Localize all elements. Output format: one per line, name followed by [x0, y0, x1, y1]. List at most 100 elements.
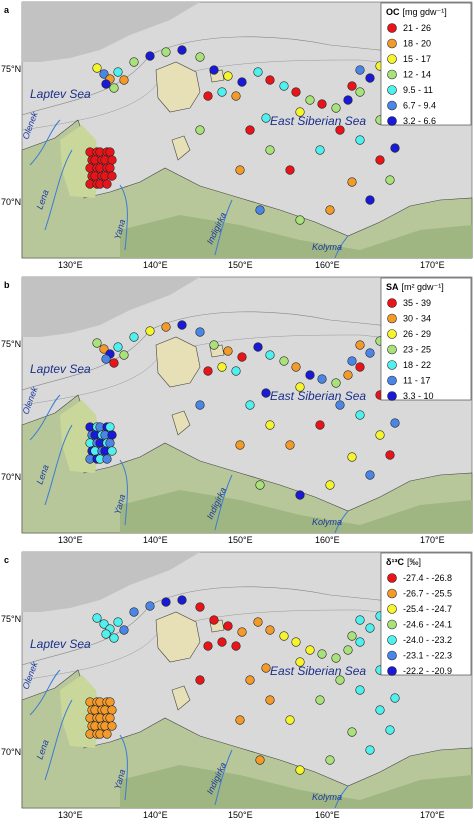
- legend-unit: [mg gdw⁻¹]: [403, 7, 447, 17]
- legend-label: -25.4 - -24.7: [403, 604, 452, 614]
- sample-point: [99, 344, 109, 354]
- sample-point: [92, 338, 102, 348]
- sample-point: [119, 75, 129, 85]
- sample-point: [355, 135, 365, 145]
- sample-point: [325, 205, 335, 215]
- sample-point: [231, 366, 241, 376]
- longitude-label: 160°E: [315, 260, 340, 270]
- legend-swatch: [387, 650, 397, 661]
- sample-point: [195, 125, 205, 135]
- sample-point: [161, 47, 171, 57]
- sample-point: [203, 641, 213, 651]
- longitude-label: 130°E: [58, 260, 83, 270]
- legend-swatch: [387, 604, 397, 614]
- panel-letter: b: [4, 280, 10, 290]
- sample-point: [102, 454, 112, 464]
- legend-label: -24.0 - -23.2: [403, 635, 452, 645]
- island: [171, 685, 191, 711]
- sample-point: [265, 695, 275, 705]
- sample-point: [331, 653, 341, 663]
- sample-point: [331, 103, 341, 113]
- legend-title-main: δ¹³C: [386, 557, 404, 567]
- sample-point: [177, 595, 187, 605]
- sample-point: [390, 143, 400, 153]
- longitude-label: 140°E: [143, 535, 168, 545]
- legend-label: 6.7 - 9.4: [403, 101, 436, 111]
- sample-point: [105, 438, 115, 448]
- sample-point: [105, 697, 115, 707]
- sample-point: [237, 352, 247, 362]
- sample-point: [195, 602, 205, 612]
- sample-point: [92, 613, 102, 623]
- river-line: [44, 149, 73, 231]
- sample-point: [245, 125, 255, 135]
- sample-point: [315, 420, 325, 430]
- legend-title: δ¹³C [‰]: [386, 557, 421, 567]
- legend-label: 23 - 25: [403, 345, 431, 355]
- sample-point: [105, 713, 115, 723]
- island: [155, 611, 201, 663]
- sample-point: [265, 75, 275, 85]
- legend-swatch: [387, 588, 397, 599]
- sample-point: [261, 113, 271, 123]
- sample-point: [195, 52, 205, 62]
- sample-point: [255, 480, 265, 490]
- sample-point: [390, 693, 400, 703]
- sample-point: [217, 362, 227, 372]
- sample-point: [231, 91, 241, 101]
- sample-point: [223, 346, 233, 356]
- sample-point: [365, 348, 375, 358]
- legend-unit: [m² gdw⁻¹]: [402, 282, 444, 292]
- sample-point: [109, 633, 119, 643]
- legend-swatch: [387, 666, 397, 676]
- sample-point: [177, 320, 187, 330]
- legend-swatch: [387, 23, 397, 33]
- legend-label: -23.1 - -22.3: [403, 651, 452, 661]
- river-line: [214, 474, 233, 531]
- sample-point: [253, 342, 263, 352]
- longitude-label: 150°E: [228, 810, 253, 820]
- sea-label: Laptev Sea: [30, 87, 91, 101]
- sample-point: [145, 326, 155, 336]
- legend-label: 11 - 17: [403, 376, 430, 386]
- sample-point: [119, 625, 129, 635]
- sample-point: [343, 95, 353, 105]
- river-line: [334, 785, 349, 809]
- sample-point: [231, 641, 241, 651]
- sample-point: [217, 637, 227, 647]
- river-line: [214, 199, 233, 256]
- sample-point: [317, 649, 327, 659]
- sample-point: [331, 378, 341, 388]
- sample-point: [145, 51, 155, 61]
- sample-point: [285, 715, 295, 725]
- legend-label: 3.2 - 6.6: [403, 116, 436, 126]
- sample-point: [237, 627, 247, 637]
- legend-swatch: [387, 313, 397, 324]
- sample-point: [99, 69, 109, 79]
- sample-point: [279, 356, 289, 366]
- sample-point: [107, 171, 117, 181]
- north-land: [22, 2, 200, 62]
- latitude-label: 75°N: [1, 339, 21, 349]
- sample-point: [317, 374, 327, 384]
- legend-label: -27.4 - -26.8: [403, 573, 452, 583]
- longitude-label: 150°E: [228, 535, 253, 545]
- legend-swatch: [387, 635, 397, 645]
- sample-point: [101, 354, 111, 364]
- legend-label: 18 - 20: [403, 39, 431, 49]
- longitude-label: 140°E: [143, 810, 168, 820]
- sample-point: [343, 645, 353, 655]
- sample-point: [315, 695, 325, 705]
- river-line: [44, 699, 73, 781]
- sample-point: [109, 83, 119, 93]
- river-line: [334, 510, 349, 534]
- sample-point: [235, 440, 245, 450]
- legend-swatch: [387, 391, 397, 401]
- sample-point: [343, 370, 353, 380]
- sample-point: [390, 418, 400, 428]
- longitude-label: 170°E: [420, 535, 445, 545]
- legend-swatch: [387, 619, 397, 630]
- sample-point: [101, 79, 111, 89]
- sample-point: [347, 727, 357, 737]
